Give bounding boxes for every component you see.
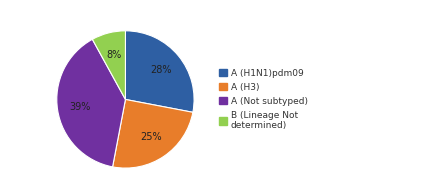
Wedge shape bbox=[112, 99, 193, 168]
Text: 25%: 25% bbox=[141, 132, 162, 143]
Text: 28%: 28% bbox=[150, 65, 172, 75]
Text: 8%: 8% bbox=[106, 50, 121, 60]
Wedge shape bbox=[125, 31, 194, 112]
Legend: A (H1N1)pdm09, A (H3), A (Not subtyped), B (Lineage Not
determined): A (H1N1)pdm09, A (H3), A (Not subtyped),… bbox=[219, 69, 308, 130]
Text: 39%: 39% bbox=[69, 102, 90, 112]
Wedge shape bbox=[57, 39, 125, 167]
Wedge shape bbox=[92, 31, 125, 99]
